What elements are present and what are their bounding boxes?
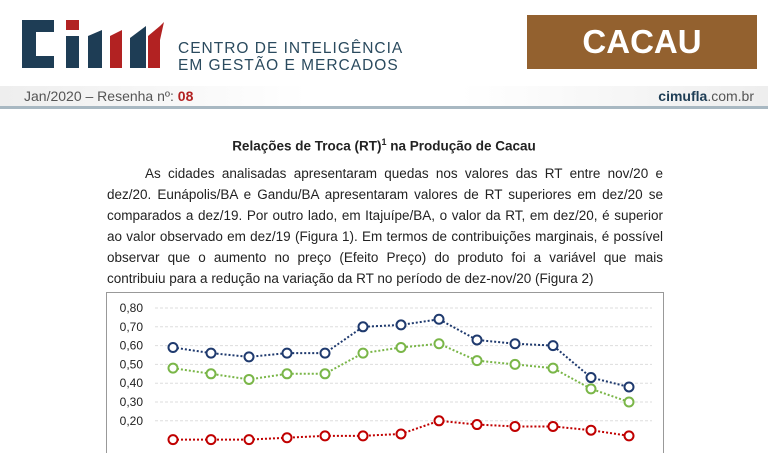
data-point-red [433, 415, 445, 427]
data-point-blue [167, 341, 179, 353]
data-point-blue [471, 334, 483, 346]
y-tick-label: 0,70 [120, 320, 144, 334]
y-tick-label: 0,60 [120, 339, 144, 353]
y-tick-label: 0,40 [120, 376, 144, 390]
data-point-green [167, 362, 179, 374]
data-point-green [243, 373, 255, 385]
data-point-red [623, 430, 635, 442]
figure-1-chart: 0,80 0,70 0,60 0,50 0,40 0,30 0,20 [106, 292, 664, 453]
data-point-blue [205, 347, 217, 359]
data-point-red [509, 420, 521, 432]
data-point-blue [281, 347, 293, 359]
data-point-blue [357, 321, 369, 333]
y-tick-label: 0,30 [120, 395, 144, 409]
data-point-blue [623, 381, 635, 393]
y-tick-label: 0,20 [120, 414, 144, 428]
data-point-green [585, 383, 597, 395]
data-point-green [471, 355, 483, 367]
data-point-blue [243, 351, 255, 363]
data-point-blue [585, 372, 597, 384]
data-point-red [243, 434, 255, 446]
data-point-red [205, 434, 217, 446]
data-point-blue [547, 340, 559, 352]
issue-bar: Jan/2020 – Resenha nº: 08 cimufla.com.br [0, 86, 768, 109]
data-point-blue [319, 347, 331, 359]
y-tick-label: 0,50 [120, 357, 144, 371]
data-point-blue [395, 319, 407, 331]
issue-date: Jan/2020 – Resenha nº: 08 [24, 88, 194, 104]
article-paragraph: As cidades analisadas apresentaram queda… [107, 166, 663, 286]
data-point-red [585, 424, 597, 436]
data-point-green [281, 368, 293, 380]
cim-logo [22, 20, 167, 73]
data-point-green [319, 368, 331, 380]
data-point-green [395, 341, 407, 353]
data-point-green [205, 368, 217, 380]
y-tick-label: 0,80 [120, 301, 144, 315]
data-point-red [471, 419, 483, 431]
data-point-red [319, 430, 331, 442]
data-point-green [357, 347, 369, 359]
data-point-green [623, 396, 635, 408]
data-point-green [547, 362, 559, 374]
data-point-red [357, 430, 369, 442]
data-point-red [167, 434, 179, 446]
article-title: Relações de Troca (RT)1 na Produção de C… [232, 137, 536, 154]
data-point-green [433, 338, 445, 350]
site-link[interactable]: cimufla.com.br [658, 88, 754, 104]
product-badge: CACAU [527, 15, 757, 69]
data-point-blue [509, 338, 521, 350]
org-name: CENTRO DE INTELIGÊNCIA EM GESTÃO E MERCAD… [178, 40, 404, 74]
data-point-green [509, 358, 521, 370]
data-point-red [547, 420, 559, 432]
data-point-red [281, 432, 293, 444]
data-point-blue [433, 313, 445, 325]
